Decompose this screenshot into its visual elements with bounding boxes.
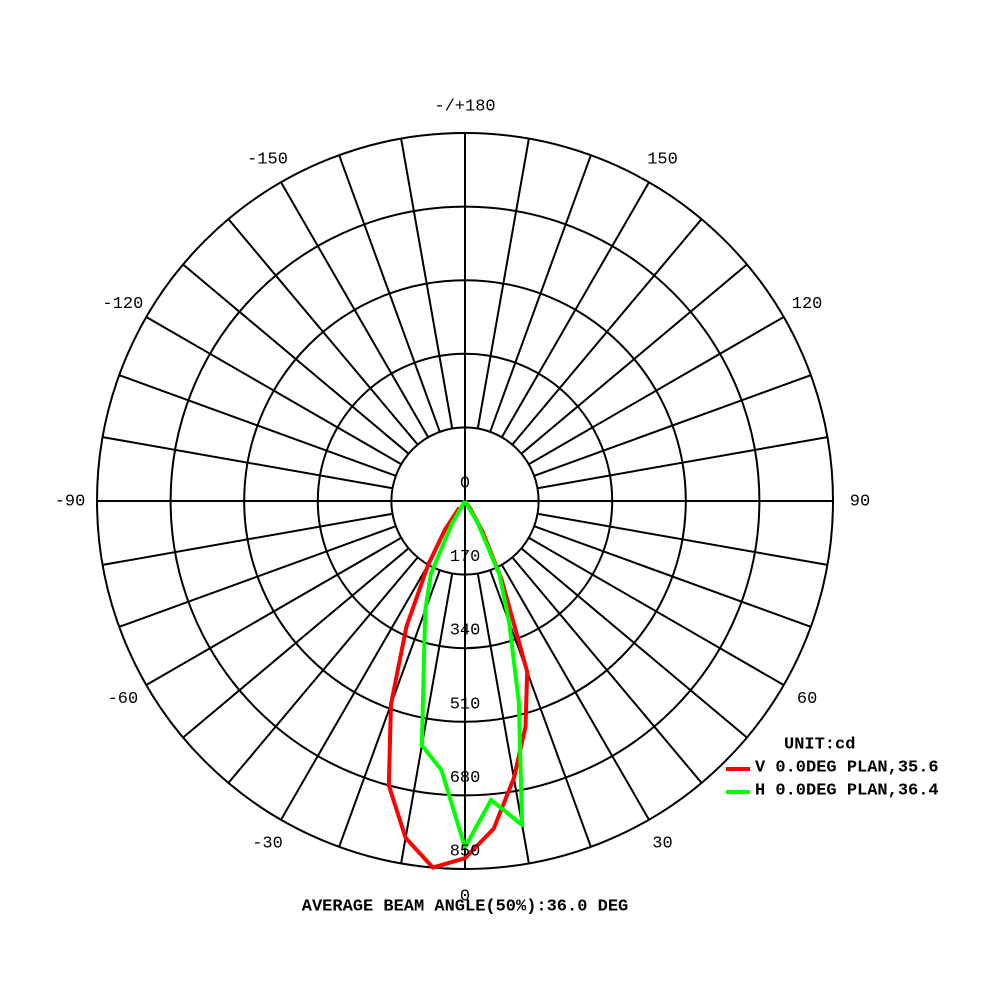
angle-tick-label: -150 xyxy=(247,150,288,169)
r-tick-label: 0 xyxy=(460,474,470,493)
chart-title: AVERAGE BEAM ANGLE(50%):36.0 DEG xyxy=(302,897,628,916)
legend-title: UNIT:cd xyxy=(784,735,855,754)
legend-label: V 0.0DEG PLAN,35.6 xyxy=(755,758,939,777)
angle-tick-label: -90 xyxy=(55,492,86,511)
angle-tick-label: -30 xyxy=(252,835,283,854)
grid-ring xyxy=(390,426,540,576)
grid-ring xyxy=(243,279,687,723)
series-line xyxy=(419,500,525,850)
angle-tick-label: -/+180 xyxy=(434,97,495,116)
grid-ring xyxy=(96,132,834,870)
r-tick-label: 680 xyxy=(450,769,481,788)
angle-tick-label: 60 xyxy=(797,690,817,709)
angle-tick-label: 0 xyxy=(460,887,470,906)
angle-tick-label: 30 xyxy=(652,835,672,854)
angle-tick-label: -120 xyxy=(103,295,144,314)
angle-tick-label: 120 xyxy=(792,295,823,314)
angle-tick-label: -60 xyxy=(108,690,139,709)
r-tick-label: 340 xyxy=(450,622,481,641)
legend-label: H 0.0DEG PLAN,36.4 xyxy=(755,781,939,800)
r-tick-label: 850 xyxy=(450,842,481,861)
angle-tick-label: 150 xyxy=(647,150,678,169)
r-tick-label: 170 xyxy=(450,548,481,567)
angle-tick-label: 90 xyxy=(850,492,870,511)
grid-ring xyxy=(316,352,614,650)
grid-ring xyxy=(169,205,761,797)
r-tick-label: 510 xyxy=(450,695,481,714)
